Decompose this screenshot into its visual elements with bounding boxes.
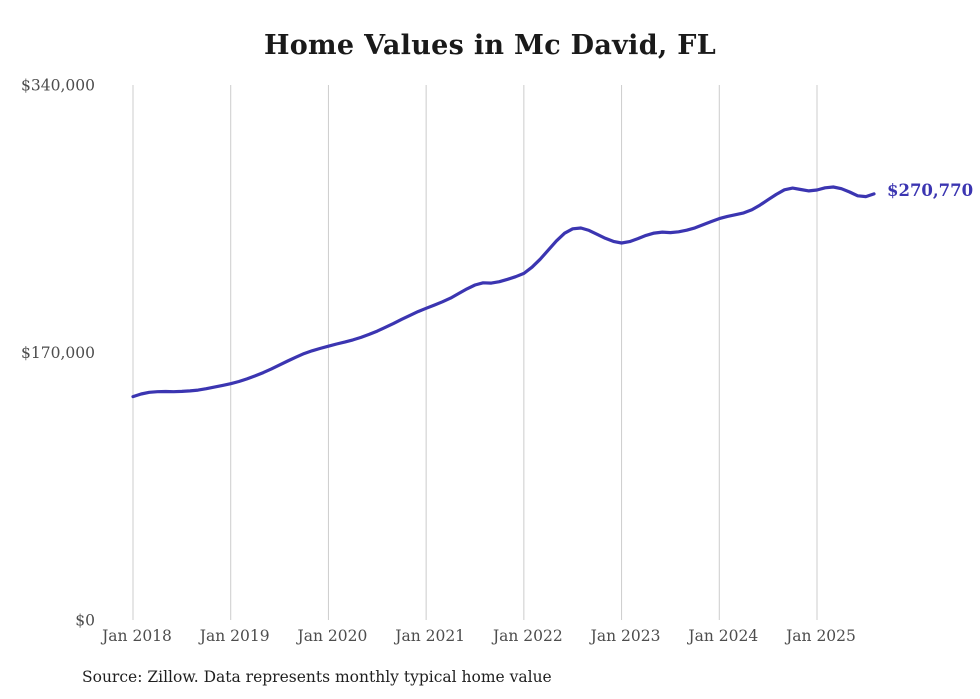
end-value-label: $270,770 xyxy=(887,181,973,200)
x-tick-label: Jan 2025 xyxy=(784,627,856,645)
y-tick-label: $170,000 xyxy=(21,344,95,362)
x-tick-label: Jan 2022 xyxy=(491,627,563,645)
chart-title: Home Values in Mc David, FL xyxy=(263,30,717,61)
y-tick-label: $340,000 xyxy=(21,77,95,95)
x-tick-label: Jan 2023 xyxy=(589,627,661,645)
x-tick-label: Jan 2021 xyxy=(393,627,465,645)
source-note: Source: Zillow. Data represents monthly … xyxy=(82,668,552,686)
y-tick-label: $0 xyxy=(75,612,95,630)
x-tick-label: Jan 2020 xyxy=(296,627,368,645)
home-value-series-line xyxy=(131,185,876,399)
x-tick-label: Jan 2024 xyxy=(686,627,758,645)
x-tick-label: Jan 2018 xyxy=(100,627,172,645)
x-tick-label: Jan 2019 xyxy=(198,627,270,645)
